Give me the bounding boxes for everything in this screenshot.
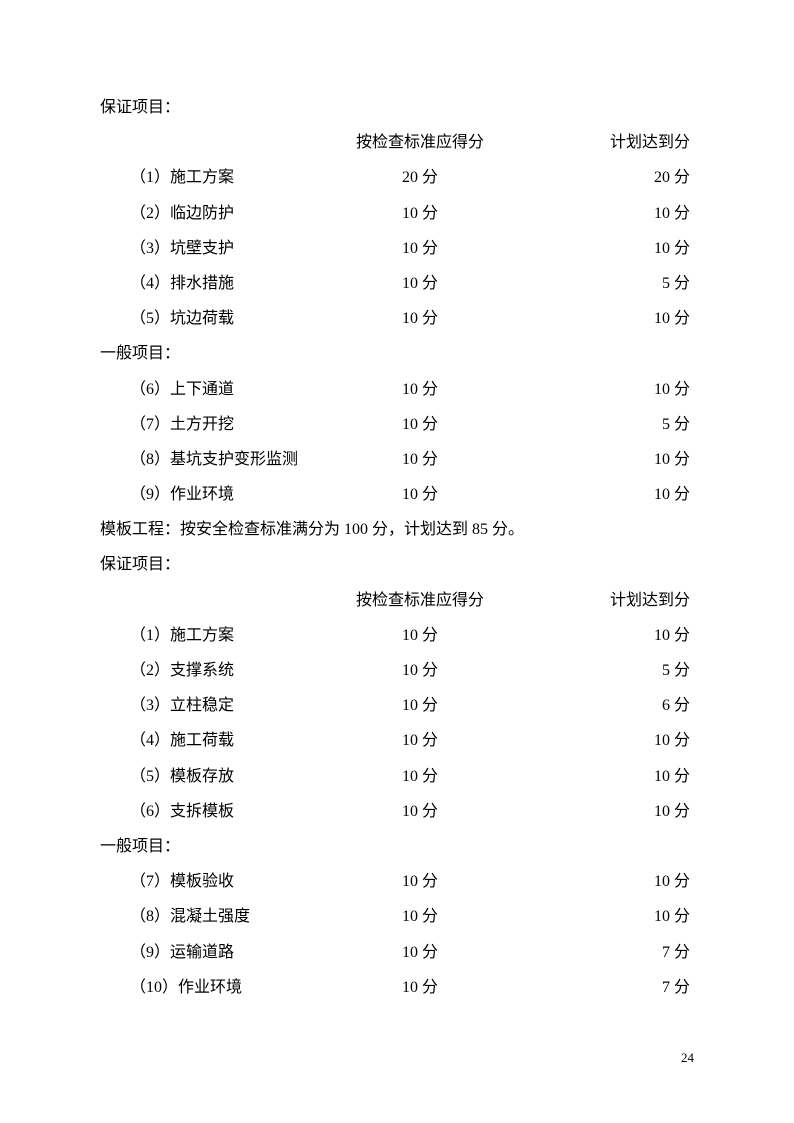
row-score2: 10 分 — [540, 864, 690, 899]
table-row: （3）立柱稳定 10 分 6 分 — [100, 688, 694, 723]
row-score1: 10 分 — [300, 477, 540, 512]
row-score2: 7 分 — [540, 935, 690, 970]
row-score1: 10 分 — [300, 688, 540, 723]
row-score1: 10 分 — [300, 266, 540, 301]
row-label: （9）运输道路 — [100, 935, 300, 970]
table-row: （4）施工荷载 10 分 10 分 — [100, 723, 694, 758]
summary-text: 模板工程：按安全检查标准满分为 100 分，计划达到 85 分。 — [100, 512, 694, 547]
section4-heading: 一般项目： — [100, 829, 694, 864]
row-score2: 10 分 — [540, 477, 690, 512]
table-row: （5）坑边荷载 10 分 10 分 — [100, 301, 694, 336]
row-score2: 10 分 — [540, 301, 690, 336]
section1-header-row: 按检查标准应得分 计划达到分 — [100, 125, 694, 160]
row-score1: 10 分 — [300, 899, 540, 934]
section3-header-col2: 计划达到分 — [540, 583, 690, 618]
table-row: （3）坑壁支护 10 分 10 分 — [100, 231, 694, 266]
row-label: （5）模板存放 — [100, 759, 300, 794]
header-spacer — [100, 583, 300, 618]
row-score1: 10 分 — [300, 653, 540, 688]
table-row: （2）临边防护 10 分 10 分 — [100, 196, 694, 231]
row-score2: 10 分 — [540, 618, 690, 653]
row-score2: 10 分 — [540, 196, 690, 231]
table-row: （6）上下通道 10 分 10 分 — [100, 372, 694, 407]
row-score2: 5 分 — [540, 653, 690, 688]
table-row: （2）支撑系统 10 分 5 分 — [100, 653, 694, 688]
row-label: （1）施工方案 — [100, 618, 300, 653]
row-score1: 10 分 — [300, 196, 540, 231]
table-row: （1）施工方案 10 分 10 分 — [100, 618, 694, 653]
row-score2: 10 分 — [540, 794, 690, 829]
row-label: （2）临边防护 — [100, 196, 300, 231]
table-row: （4）排水措施 10 分 5 分 — [100, 266, 694, 301]
row-score1: 10 分 — [300, 759, 540, 794]
row-score1: 10 分 — [300, 864, 540, 899]
row-label: （7）模板验收 — [100, 864, 300, 899]
page-number: 24 — [681, 1044, 694, 1073]
row-score2: 10 分 — [540, 759, 690, 794]
row-label: （6）上下通道 — [100, 372, 300, 407]
section3-table: 按检查标准应得分 计划达到分 （1）施工方案 10 分 10 分 （2）支撑系统… — [100, 583, 694, 829]
row-label: （1）施工方案 — [100, 160, 300, 195]
row-label: （9）作业环境 — [100, 477, 300, 512]
section1-table: 按检查标准应得分 计划达到分 （1）施工方案 20 分 20 分 （2）临边防护… — [100, 125, 694, 336]
table-row: （6）支拆模板 10 分 10 分 — [100, 794, 694, 829]
table-row: （8）基坑支护变形监测 10 分 10 分 — [100, 442, 694, 477]
row-score1: 10 分 — [300, 935, 540, 970]
row-label: （4）排水措施 — [100, 266, 300, 301]
row-score1: 10 分 — [300, 301, 540, 336]
table-row: （7）模板验收 10 分 10 分 — [100, 864, 694, 899]
row-score1: 20 分 — [300, 160, 540, 195]
row-label: （2）支撑系统 — [100, 653, 300, 688]
section1-header-col1: 按检查标准应得分 — [300, 125, 540, 160]
row-label: （7）土方开挖 — [100, 407, 300, 442]
header-spacer — [100, 125, 300, 160]
section2-table: （6）上下通道 10 分 10 分 （7）土方开挖 10 分 5 分 （8）基坑… — [100, 372, 694, 513]
row-score1: 10 分 — [300, 231, 540, 266]
table-row: （7）土方开挖 10 分 5 分 — [100, 407, 694, 442]
row-label: （3）立柱稳定 — [100, 688, 300, 723]
row-score2: 7 分 — [540, 970, 690, 1005]
row-label: （6）支拆模板 — [100, 794, 300, 829]
section3-heading: 保证项目： — [100, 547, 694, 582]
row-score2: 20 分 — [540, 160, 690, 195]
table-row: （1）施工方案 20 分 20 分 — [100, 160, 694, 195]
row-score1: 10 分 — [300, 407, 540, 442]
row-score1: 10 分 — [300, 970, 540, 1005]
table-row: （9）运输道路 10 分 7 分 — [100, 935, 694, 970]
section1-heading: 保证项目： — [100, 90, 694, 125]
table-row: （5）模板存放 10 分 10 分 — [100, 759, 694, 794]
row-label: （4）施工荷载 — [100, 723, 300, 758]
row-label: （10）作业环境 — [100, 970, 300, 1005]
section3-header-col1: 按检查标准应得分 — [300, 583, 540, 618]
row-score1: 10 分 — [300, 442, 540, 477]
table-row: （8）混凝土强度 10 分 10 分 — [100, 899, 694, 934]
row-score1: 10 分 — [300, 794, 540, 829]
row-score1: 10 分 — [300, 618, 540, 653]
row-score2: 10 分 — [540, 231, 690, 266]
section1-header-col2: 计划达到分 — [540, 125, 690, 160]
row-score2: 10 分 — [540, 723, 690, 758]
row-score2: 10 分 — [540, 442, 690, 477]
row-score2: 10 分 — [540, 372, 690, 407]
row-label: （3）坑壁支护 — [100, 231, 300, 266]
section2-heading: 一般项目： — [100, 336, 694, 371]
section4-table: （7）模板验收 10 分 10 分 （8）混凝土强度 10 分 10 分 （9）… — [100, 864, 694, 1005]
row-score2: 6 分 — [540, 688, 690, 723]
section3-header-row: 按检查标准应得分 计划达到分 — [100, 583, 694, 618]
row-label: （8）基坑支护变形监测 — [100, 442, 300, 477]
row-label: （5）坑边荷载 — [100, 301, 300, 336]
row-score2: 5 分 — [540, 407, 690, 442]
table-row: （9）作业环境 10 分 10 分 — [100, 477, 694, 512]
row-score2: 10 分 — [540, 899, 690, 934]
row-label: （8）混凝土强度 — [100, 899, 300, 934]
row-score1: 10 分 — [300, 723, 540, 758]
table-row: （10）作业环境 10 分 7 分 — [100, 970, 694, 1005]
row-score2: 5 分 — [540, 266, 690, 301]
row-score1: 10 分 — [300, 372, 540, 407]
